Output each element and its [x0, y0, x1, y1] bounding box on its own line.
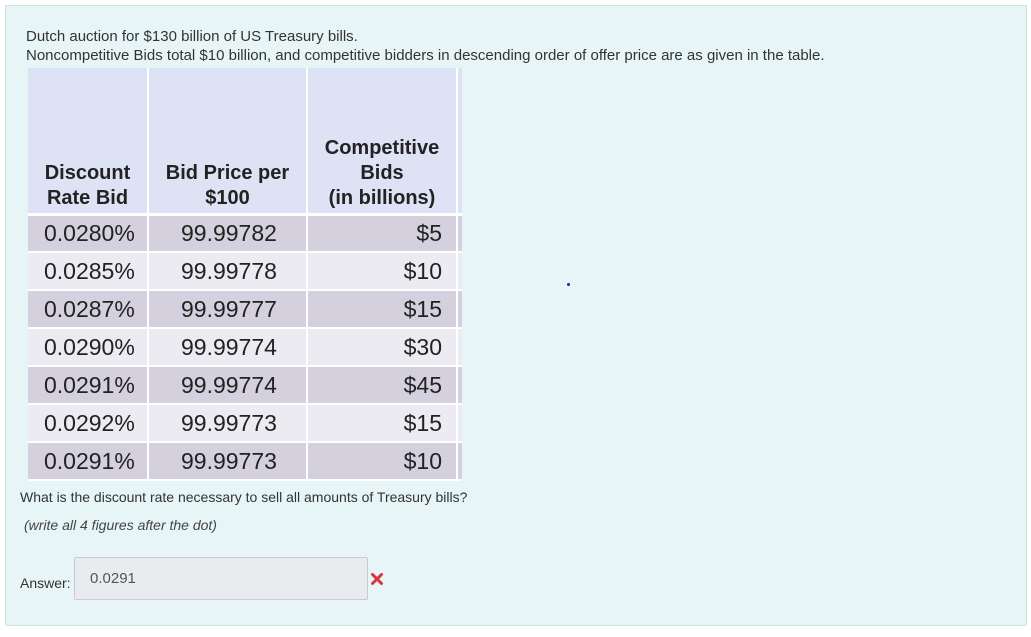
answer-label: Answer:	[20, 575, 71, 591]
stray-dot	[567, 283, 570, 286]
row-edge	[457, 214, 462, 253]
table-row: 0.0292% 99.99773 $15	[28, 404, 462, 443]
header-edge	[457, 68, 462, 216]
answer-hint: (write all 4 figures after the dot)	[24, 517, 217, 533]
row-edge	[457, 252, 462, 291]
discount-rate-cell: 0.0287%	[28, 290, 149, 329]
discount-rate-cell: 0.0292%	[28, 404, 149, 443]
row-edge	[457, 404, 462, 443]
cross-icon	[371, 573, 383, 585]
competitive-bids-cell: $5	[307, 214, 458, 253]
answer-input[interactable]	[74, 557, 368, 600]
competitive-bids-cell: $10	[307, 252, 458, 291]
discount-rate-cell: 0.0285%	[28, 252, 149, 291]
row-edge	[457, 290, 462, 329]
intro-line-2: Noncompetitive Bids total $10 billion, a…	[26, 47, 825, 64]
discount-rate-cell: 0.0280%	[28, 214, 149, 253]
table-row: 0.0291% 99.99774 $45	[28, 366, 462, 405]
header-bid-price: Bid Price per $100	[148, 68, 308, 216]
competitive-bids-cell: $30	[307, 328, 458, 367]
header-discount-rate: Discount Rate Bid	[28, 68, 149, 216]
table-row: 0.0287% 99.99777 $15	[28, 290, 462, 329]
table-row: 0.0280% 99.99782 $5	[28, 214, 462, 253]
question-text: What is the discount rate necessary to s…	[20, 489, 468, 505]
header-competitive-bids: Competitive Bids (in billions)	[307, 68, 458, 216]
discount-rate-cell: 0.0291%	[28, 366, 149, 405]
bid-price-cell: 99.99777	[148, 290, 308, 329]
bid-price-cell: 99.99773	[148, 404, 308, 443]
question-intro: Dutch auction for $130 billion of US Tre…	[26, 27, 825, 65]
row-edge	[457, 328, 462, 367]
competitive-bids-cell: $45	[307, 366, 458, 405]
bid-price-cell: 99.99774	[148, 328, 308, 367]
competitive-bids-cell: $10	[307, 442, 458, 481]
intro-line-1: Dutch auction for $130 billion of US Tre…	[26, 28, 358, 45]
bid-price-cell: 99.99773	[148, 442, 308, 481]
table-header-row: Discount Rate Bid Bid Price per $100 Com…	[28, 68, 462, 216]
table-row: 0.0290% 99.99774 $30	[28, 328, 462, 367]
bid-price-cell: 99.99774	[148, 366, 308, 405]
competitive-bids-cell: $15	[307, 404, 458, 443]
table-row: 0.0285% 99.99778 $10	[28, 252, 462, 291]
bids-table: Discount Rate Bid Bid Price per $100 Com…	[28, 68, 462, 481]
competitive-bids-cell: $15	[307, 290, 458, 329]
row-edge	[457, 366, 462, 405]
table-row: 0.0291% 99.99773 $10	[28, 442, 462, 481]
discount-rate-cell: 0.0291%	[28, 442, 149, 481]
bid-price-cell: 99.99778	[148, 252, 308, 291]
discount-rate-cell: 0.0290%	[28, 328, 149, 367]
row-edge	[457, 442, 462, 481]
bid-price-cell: 99.99782	[148, 214, 308, 253]
